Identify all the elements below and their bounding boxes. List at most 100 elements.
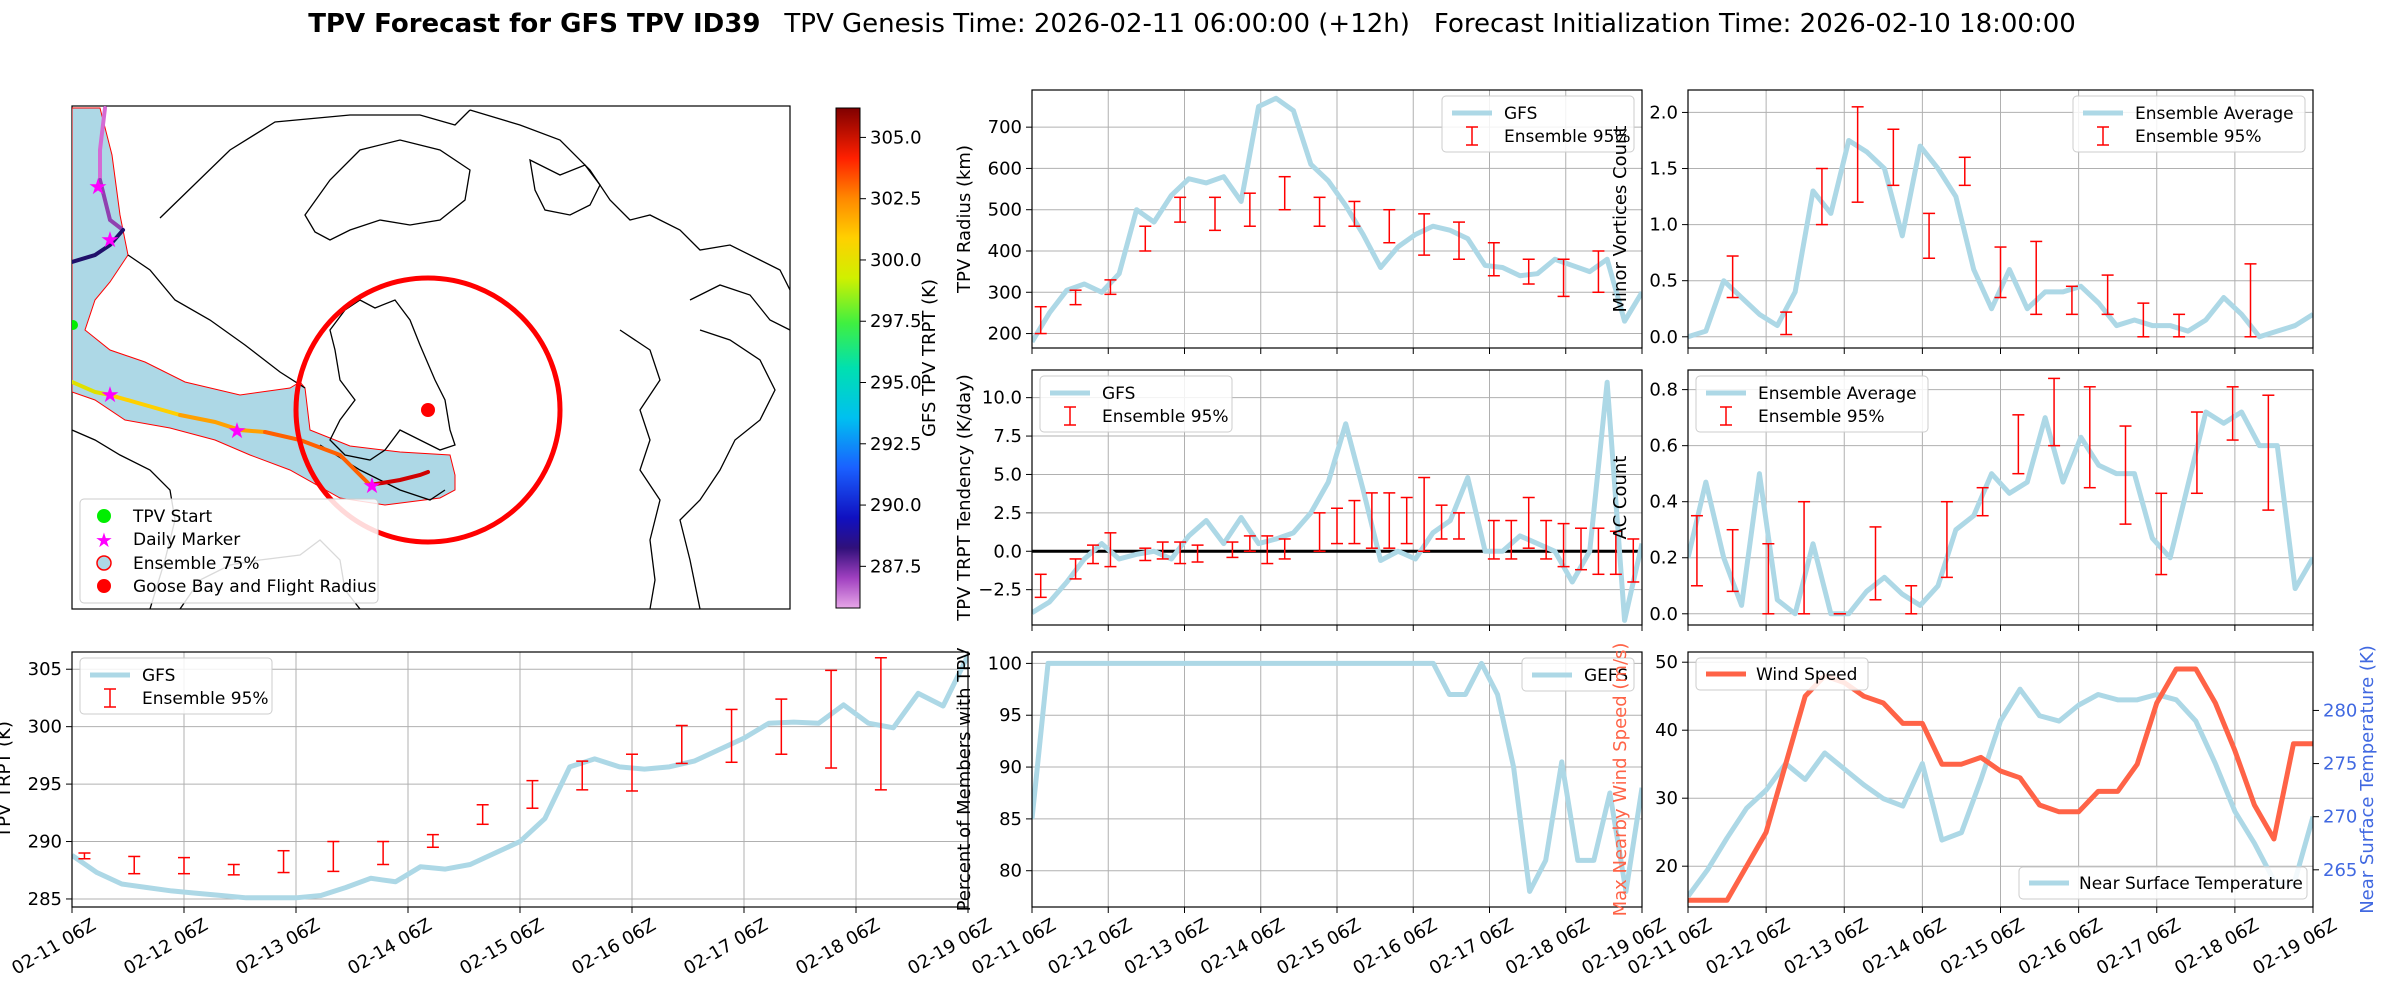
y-axis-label: Percent of Members with TPV <box>954 647 975 911</box>
error-bar <box>725 708 738 764</box>
colorbar-tick-label: 287.5 <box>870 556 922 577</box>
legend-box <box>1695 375 1929 433</box>
error-bar <box>825 669 838 769</box>
y2-axis-label: Near Surface Temperature (K) <box>2357 645 2378 914</box>
error-bar <box>178 856 190 875</box>
error-bar <box>227 863 240 876</box>
error-bar <box>1487 519 1500 560</box>
error-bar <box>1690 514 1703 587</box>
y2-tick-label: 265 <box>2323 860 2357 881</box>
y-tick-label: 20 <box>1655 856 1678 877</box>
error-bar <box>1209 196 1221 232</box>
error-bar <box>1278 538 1291 560</box>
chart-legend: GFS Ensemble 95% <box>1441 95 1635 153</box>
y-axis-label: TPV Radius (km) <box>954 145 975 294</box>
error-bar <box>1487 241 1500 277</box>
x-tick-label: 02-17 06Z <box>680 915 771 980</box>
error-bar <box>1923 212 1936 260</box>
x-tick-label: 02-18 06Z <box>2171 915 2262 980</box>
y-tick-label: 700 <box>988 117 1022 138</box>
y-tick-label: 2.0 <box>1649 102 1678 123</box>
legend-label: GFS <box>142 666 175 686</box>
error-bar <box>2316 510 2328 597</box>
legend-box <box>1521 657 1635 692</box>
legend-label: Ensemble 95% <box>1758 407 1885 427</box>
x-tick-label: 02-12 06Z <box>120 915 211 980</box>
error-bar <box>1348 200 1361 227</box>
error-bar <box>1365 492 1378 549</box>
y-axis-label: Minor Vortices Count <box>1610 126 1631 313</box>
error-bar <box>2190 411 2203 495</box>
error-bar <box>1348 499 1361 545</box>
plot-area <box>72 654 968 901</box>
plot-area <box>1688 666 2313 903</box>
y-tick-label: 0.0 <box>993 541 1022 562</box>
y-tick-label: 7.5 <box>993 426 1022 447</box>
error-bar <box>1261 535 1274 565</box>
error-bar <box>1958 156 1971 187</box>
error-bar <box>1869 526 1882 601</box>
ensemble-75-region <box>72 107 456 506</box>
error-bar <box>1557 258 1570 298</box>
series-line-temperature <box>1688 686 2313 898</box>
error-bar <box>2065 285 2078 316</box>
y-axis-label: TPV TRPT (K) <box>0 721 15 839</box>
y-tick-label: 0.5 <box>1649 271 1678 292</box>
legend-label: Ensemble 95% <box>1102 407 1229 427</box>
error-bar <box>2048 377 2061 447</box>
error-bar <box>1994 246 2007 299</box>
axes-frame <box>1687 89 2314 349</box>
legend-label: Ensemble Average <box>1758 384 1917 404</box>
error-bar <box>1313 196 1326 227</box>
chart-legend: Wind Speed Near Surface Temperature <box>1695 657 2308 900</box>
error-bar <box>1726 255 1739 299</box>
x-tick-label: 02-18 06Z <box>1502 915 1593 980</box>
legend-label: TPV Start <box>132 507 213 527</box>
legend-errorbar-icon <box>1720 406 1732 426</box>
error-bar <box>1627 538 1640 583</box>
title-init: Forecast Initialization Time: 2026-02-10… <box>1434 9 2076 39</box>
x-tick-label: 02-11 06Z <box>8 915 99 980</box>
error-bar <box>1435 504 1448 540</box>
colorbar-tick-label: 292.5 <box>870 434 922 455</box>
x-tick-label: 02-14 06Z <box>1859 915 1950 980</box>
error-bar <box>1174 196 1187 223</box>
legend-box <box>1695 657 1869 691</box>
legend-box <box>1039 375 1233 433</box>
title-genesis: TPV Genesis Time: 2026-02-11 06:00:00 (+… <box>783 9 1410 39</box>
error-bar <box>1418 213 1431 256</box>
plot-area <box>1688 106 2313 340</box>
error-bar <box>2119 425 2132 525</box>
error-bar <box>1383 208 1396 244</box>
error-bar <box>1592 527 1605 576</box>
error-bar <box>1505 519 1518 560</box>
tpv-start-marker <box>72 320 78 330</box>
axes-frame <box>1687 369 2314 626</box>
error-bar <box>1540 519 1553 560</box>
title-bold: TPV Forecast for GFS TPV ID39 <box>308 9 760 39</box>
error-bar <box>277 849 290 874</box>
error-bar <box>2137 302 2150 338</box>
error-bar <box>1780 311 1793 336</box>
error-bar <box>2173 313 2186 338</box>
legend-box <box>2072 95 2306 153</box>
legend-box <box>79 498 379 604</box>
y-tick-label: 500 <box>988 200 1022 221</box>
y2-tick-label: 280 <box>2323 700 2357 721</box>
legend-start-icon <box>97 509 111 523</box>
plot-area <box>1032 379 1642 623</box>
legend-goose-bay-icon <box>97 579 111 593</box>
plot-area <box>1032 95 1642 344</box>
error-bar <box>2012 414 2025 475</box>
error-bar <box>2155 492 2168 576</box>
x-tick-label: 02-15 06Z <box>1273 915 1364 980</box>
error-bar <box>377 840 390 866</box>
legend-label: Ensemble 75% <box>133 554 260 574</box>
error-bar <box>476 804 489 826</box>
x-tick-label: 02-12 06Z <box>1702 915 1793 980</box>
error-bar <box>1887 128 1900 187</box>
x-tick-label: 02-15 06Z <box>456 915 547 980</box>
legend-errorbar-icon <box>104 688 116 708</box>
x-tick-label: 02-17 06Z <box>1426 915 1517 980</box>
